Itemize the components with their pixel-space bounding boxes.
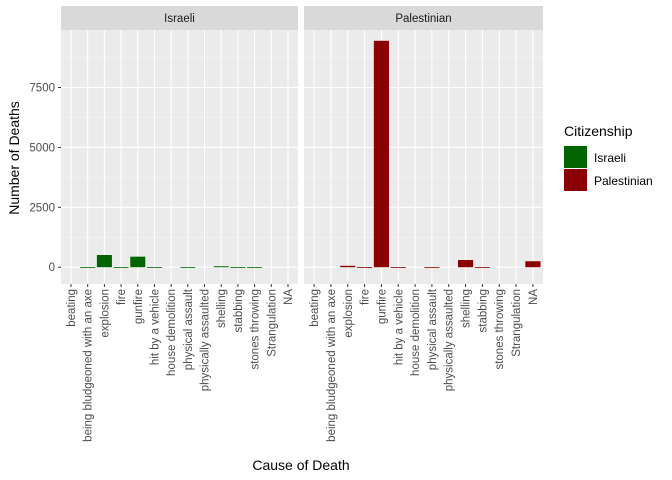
y-tick-label: 0 [49,262,55,274]
facet-strip-label: Israeli [164,13,195,25]
bar-stabbing [474,267,490,268]
panel-background [304,30,543,284]
x-tick-label: gunfire [376,289,388,324]
x-tick-label: being bludgeoned with an axe [83,289,95,442]
x-tick-label: physical assault [427,288,439,370]
x-tick-label: stones throwing [494,289,506,370]
x-tick-label: fire [360,289,372,305]
facet-palestinian: Palestinian beating being bludgeoned with … [304,6,543,442]
x-axis-title: Cause of Death [252,457,349,473]
x-tick-label: beating [309,289,321,327]
y-tick-label: 7500 [29,83,55,95]
facet-strip-label: Palestinian [395,13,451,25]
legend: Citizenship Israeli Palestinian [564,123,653,191]
legend-key-israeli [564,146,587,168]
y-tick-label: 5000 [29,142,55,154]
x-tick-label: explosion [343,289,355,338]
x-tick-label: physically assaulted [444,289,456,391]
x-tick-label: gunfire [133,289,145,324]
x-tick-label: Strangulation [511,289,523,357]
bar-explosion [340,265,356,268]
bar-fire [113,267,129,268]
bar-stones-throwing [247,267,263,269]
bar-stabbing [230,267,246,268]
bar-na [525,261,541,268]
legend-key-palestinian [564,169,587,191]
x-tick-label: stabbing [233,289,245,332]
bar-fire [357,267,373,268]
facet-strip [61,6,298,30]
x-tick-label: Strangulation [266,289,278,357]
x-tick-label: stones throwing [250,289,262,370]
legend-label-palestinian: Palestinian [594,174,653,188]
legend-title: Citizenship [564,123,633,139]
x-tick-label: stabbing [477,289,489,332]
x-tick-label: hit by a vehicle [149,289,161,365]
x-tick-label: shelling [216,289,228,328]
x-tick-label: beating [66,289,78,327]
bar-shelling [213,266,229,268]
bar-hit-by-a-vehicle [390,267,406,268]
x-tick-label: house demolition [410,289,422,376]
y-axis-title: Number of Deaths [6,101,22,215]
x-tick-label: physically assaulted [200,289,212,391]
facet-panels: Israeli beating being bludgeoned with an a… [61,6,543,442]
x-tick-label: explosion [99,289,111,338]
legend-label-israeli: Israeli [594,151,626,165]
x-tick-label: physical assault [183,288,195,370]
x-tick-label: fire [116,289,128,305]
bar-physical-assault [424,267,440,269]
x-tick-label: NA [528,289,540,305]
bar-being-bludgeoned-with-an-axe [80,267,96,268]
y-tick-label: 2500 [29,202,55,214]
x-tick-label: hit by a vehicle [393,289,405,365]
x-tick-label: NA [283,289,295,305]
x-tick-label: house demolition [166,289,178,376]
x-tick-label: shelling [461,289,473,328]
bar-gunfire [130,256,146,268]
bar-physical-assault [180,267,196,269]
facet-strip [304,6,543,30]
bar-gunfire [373,40,389,268]
bar-shelling [458,260,474,268]
bar-explosion [96,255,112,268]
bar-hit-by-a-vehicle [146,267,162,268]
panel-background [61,30,298,284]
x-tick-label: being bludgeoned with an axe [326,289,338,442]
y-axis: 0 2500 5000 7500 [29,83,61,274]
facet-israeli: Israeli beating being bludgeoned with an a… [61,6,298,442]
